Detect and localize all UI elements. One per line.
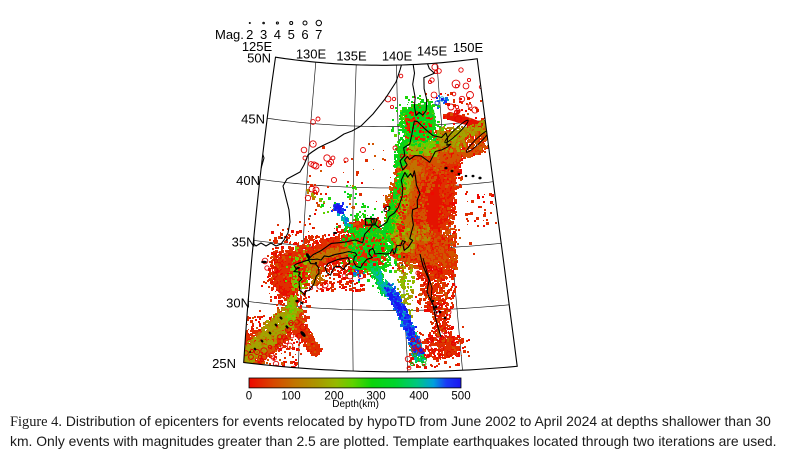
svg-text:30N: 30N xyxy=(226,296,250,311)
svg-text:Mag.: Mag. xyxy=(215,27,244,42)
svg-text:Depth(km): Depth(km) xyxy=(332,399,379,410)
svg-text:400: 400 xyxy=(409,391,428,403)
svg-text:25N: 25N xyxy=(212,356,236,371)
svg-text:45N: 45N xyxy=(241,112,265,127)
svg-text:2: 2 xyxy=(246,27,253,42)
svg-text:6: 6 xyxy=(301,27,308,42)
svg-text:130E: 130E xyxy=(296,47,327,62)
svg-text:50N: 50N xyxy=(247,51,271,66)
svg-text:0: 0 xyxy=(246,391,252,403)
svg-text:4: 4 xyxy=(274,27,281,42)
svg-text:5: 5 xyxy=(288,27,295,42)
svg-text:40N: 40N xyxy=(236,173,260,188)
svg-text:140E: 140E xyxy=(382,49,413,64)
svg-text:500: 500 xyxy=(451,391,470,403)
svg-text:150E: 150E xyxy=(453,40,484,55)
svg-text:3: 3 xyxy=(260,27,267,42)
svg-text:125E: 125E xyxy=(242,39,273,54)
svg-text:135E: 135E xyxy=(336,49,367,64)
svg-text:145E: 145E xyxy=(417,44,448,59)
svg-text:100: 100 xyxy=(281,391,300,403)
svg-text:300: 300 xyxy=(366,391,385,403)
svg-text:35N: 35N xyxy=(232,235,256,250)
svg-text:7: 7 xyxy=(315,27,322,42)
svg-text:200: 200 xyxy=(324,391,343,403)
